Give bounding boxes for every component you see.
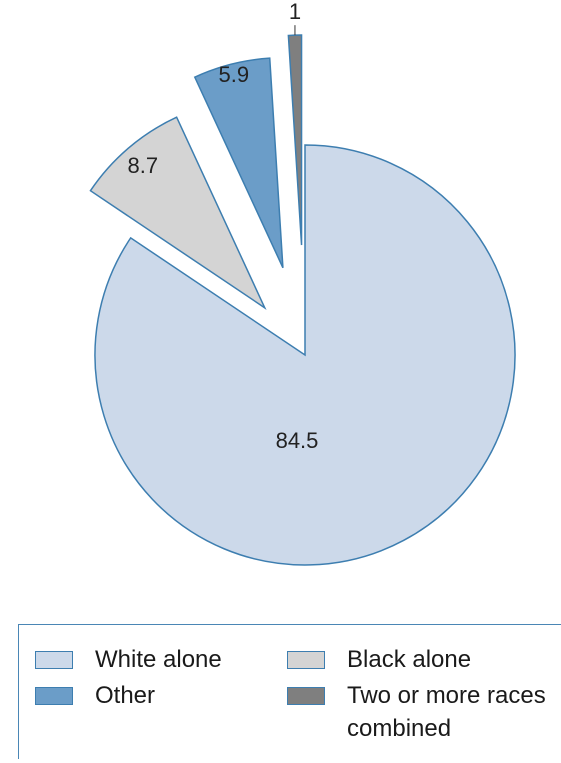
legend-swatch-two-or-more [287, 687, 325, 705]
legend-swatch-white-alone [35, 651, 73, 669]
pie-slice-other [193, 57, 284, 269]
legend-item-white-alone: White alone [35, 643, 222, 676]
legend: White alone Black alone Other Two or mor… [18, 624, 561, 759]
legend-swatch-other [35, 687, 73, 705]
legend-label-two-or-more: Two or more races combined [347, 682, 546, 742]
legend-label-black-alone: Black alone [347, 646, 472, 673]
pie-slice-black-alone [89, 116, 267, 310]
legend-item-two-or-more: Two or more races combined [287, 679, 547, 745]
legend-label-white-alone: White alone [95, 646, 222, 673]
pie-value-label-white-alone: 84.5 [276, 428, 319, 453]
pie-slice-two-or-more-races-combined [287, 34, 303, 246]
legend-item-other: Other [35, 679, 155, 712]
pie-value-label-black-alone: 8.7 [127, 153, 158, 178]
legend-label-other: Other [95, 682, 156, 709]
pie-chart: 84.5 8.7 5.9 1 [89, 0, 516, 566]
pie-value-label-other: 5.9 [219, 62, 250, 87]
legend-item-black-alone: Black alone [287, 643, 471, 676]
pie-slice-white-alone [94, 144, 516, 566]
pie-value-label-two-or-more-races-combined: 1 [289, 0, 301, 24]
legend-swatch-black-alone [287, 651, 325, 669]
